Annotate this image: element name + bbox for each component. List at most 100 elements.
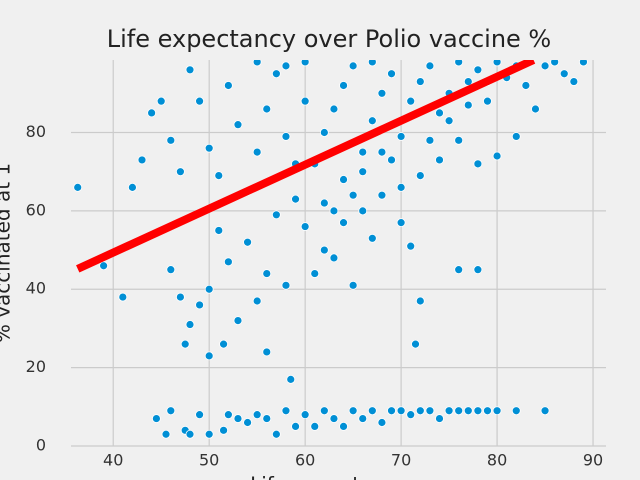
point <box>281 132 291 141</box>
point <box>204 143 214 153</box>
point <box>223 410 233 420</box>
point <box>396 218 406 228</box>
point <box>128 182 137 192</box>
point <box>195 96 204 106</box>
point <box>454 60 464 67</box>
x-tick-label: 50 <box>199 451 219 470</box>
point <box>377 418 387 427</box>
point <box>262 347 272 357</box>
point <box>204 284 214 294</box>
point <box>204 351 214 361</box>
point <box>415 171 425 181</box>
point <box>415 406 425 416</box>
point <box>339 218 348 228</box>
point <box>166 406 176 416</box>
point <box>319 245 329 255</box>
point <box>339 175 348 184</box>
point <box>358 206 368 216</box>
point <box>559 69 569 79</box>
point <box>492 151 502 161</box>
point <box>540 406 550 416</box>
point <box>214 226 224 235</box>
point <box>444 116 454 126</box>
point <box>531 104 540 114</box>
point <box>137 155 147 165</box>
point <box>473 159 483 169</box>
point <box>252 60 262 67</box>
point <box>348 406 358 416</box>
point <box>271 429 281 439</box>
point <box>348 61 358 71</box>
point <box>579 60 588 67</box>
point <box>348 280 358 290</box>
point <box>377 88 387 98</box>
x-tick-label: 90 <box>583 451 603 470</box>
point <box>367 233 377 243</box>
point <box>415 296 425 306</box>
chart-title: Life expectancy over Polio vaccine % <box>107 25 551 53</box>
y-tick-label: 60 <box>26 200 46 219</box>
point <box>156 96 166 106</box>
point <box>396 182 406 192</box>
point <box>319 128 329 137</box>
point <box>223 81 233 90</box>
point <box>406 96 416 106</box>
point <box>415 77 425 86</box>
point <box>185 429 195 439</box>
point <box>286 374 296 384</box>
point <box>262 269 272 278</box>
point <box>118 292 128 302</box>
point <box>310 422 320 431</box>
x-axis-label: Life expectancy <box>250 473 408 480</box>
point <box>195 300 204 310</box>
point <box>319 198 329 208</box>
point <box>152 414 161 423</box>
y-tick-label: 80 <box>26 122 46 141</box>
point <box>219 339 228 349</box>
point <box>291 422 300 431</box>
y-tick-label: 0 <box>36 436 46 455</box>
point <box>329 414 339 423</box>
point <box>214 171 224 181</box>
point <box>252 410 262 420</box>
point <box>377 147 387 157</box>
point <box>550 60 560 67</box>
point <box>147 108 157 118</box>
point <box>185 320 195 329</box>
point <box>463 100 473 110</box>
point <box>511 132 521 141</box>
point <box>358 147 368 157</box>
point <box>300 222 310 231</box>
point <box>521 81 531 90</box>
point <box>435 155 444 165</box>
point <box>219 425 228 435</box>
x-tick-label: 70 <box>391 451 411 470</box>
point <box>425 135 435 145</box>
point <box>483 96 492 106</box>
point <box>425 61 435 71</box>
point <box>540 61 550 71</box>
point <box>492 60 502 67</box>
point <box>300 60 310 67</box>
point <box>473 65 483 75</box>
point <box>166 265 176 275</box>
point <box>377 190 387 200</box>
point <box>411 339 420 349</box>
point <box>175 167 185 177</box>
point <box>454 135 464 145</box>
point <box>73 182 83 192</box>
x-tick-label: 80 <box>487 451 507 470</box>
point <box>300 410 310 420</box>
point <box>367 406 377 416</box>
point <box>223 257 233 267</box>
point <box>358 414 368 423</box>
point <box>310 269 320 278</box>
point <box>271 210 281 220</box>
point <box>175 292 185 302</box>
point <box>243 418 252 427</box>
point <box>463 406 473 416</box>
point <box>281 280 291 290</box>
point <box>473 265 483 275</box>
